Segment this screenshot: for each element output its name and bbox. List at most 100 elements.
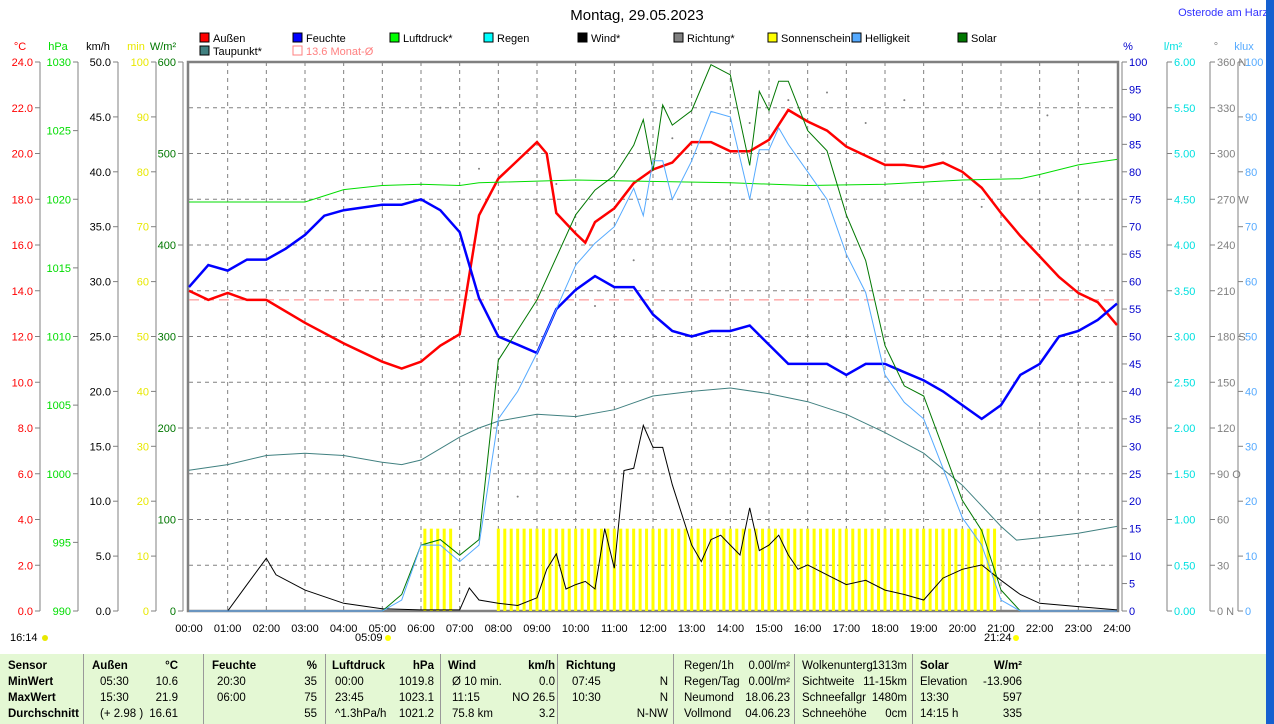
sunshine-bar: [535, 528, 539, 611]
sunshine-bar: [844, 528, 848, 611]
table-cell: ^1.3hPa/h: [335, 708, 387, 720]
sunshine-bar: [503, 528, 507, 611]
sunshine-bar: [612, 528, 616, 611]
axis-tick-label: 4.0: [18, 515, 33, 527]
x-tick-label: 00:00: [175, 623, 203, 635]
axis-tick-label: 12.0: [12, 332, 33, 344]
legend-item: Luftdruck*: [403, 33, 453, 45]
axis-tick-label: 20: [1245, 496, 1257, 508]
x-tick-label: 24:00: [1103, 623, 1131, 635]
direction-point: [1046, 114, 1049, 117]
sunshine-bar: [690, 528, 694, 611]
axis-tick-label: 80: [1245, 167, 1257, 179]
axis-tick-label: 300: [158, 332, 176, 344]
sunshine-bar: [722, 528, 726, 611]
axis-tick-label: 1010: [47, 332, 71, 344]
axis-tick-label: 0.50: [1174, 560, 1195, 572]
axis-tick-label: 50.0: [90, 57, 111, 69]
series-solar: [189, 64, 1117, 612]
legend-swatch: [851, 32, 862, 43]
direction-point: [980, 205, 983, 208]
sun-icon: [42, 635, 48, 641]
row-label: Durchschnitt: [8, 708, 79, 720]
axis-tick-label: 40: [1245, 386, 1257, 398]
axis-tick-label: 10: [1129, 551, 1141, 563]
legend-swatch: [292, 45, 303, 56]
column-divider: [794, 654, 795, 724]
sunshine-bar: [825, 528, 829, 611]
table-cell: 75.8 km: [452, 708, 493, 720]
axis-tick-label: 75: [1129, 194, 1141, 206]
chart-title: Montag, 29.05.2023: [570, 7, 703, 24]
rain-moon-label: Vollmond: [684, 708, 732, 720]
column-divider: [673, 654, 674, 724]
sunshine-bar: [806, 528, 810, 611]
axis-tick-label: 330: [1217, 103, 1235, 115]
sunshine-bar: [896, 528, 900, 611]
axis-unit: min: [127, 41, 145, 53]
sunshine-bar: [541, 528, 545, 611]
table-cell: N: [659, 692, 668, 704]
sunshine-bar: [516, 528, 520, 611]
column-divider: [557, 654, 558, 724]
axis-unit: hPa: [48, 41, 68, 53]
direction-point: [826, 91, 828, 94]
axis-tick-label: 24.0: [12, 57, 33, 69]
table-cell: N: [659, 676, 668, 688]
direction-point: [942, 152, 944, 155]
axis-unit: klux: [1234, 41, 1254, 53]
axis-tick-label: 40.0: [90, 167, 111, 179]
weather-label: Schneehöhe: [802, 708, 867, 720]
axis-tick-label: 5.0: [96, 551, 111, 563]
axis-tick-label: 6.0: [18, 469, 33, 481]
sunshine-bar: [593, 528, 597, 611]
x-tick-label: 10:00: [562, 623, 590, 635]
sun-info-time: 16:14: [10, 632, 38, 644]
x-tick-label: 06:00: [407, 623, 435, 635]
table-cell: 10.6: [155, 676, 178, 688]
sunshine-bar: [799, 528, 803, 611]
sunshine-bar: [442, 528, 446, 611]
sunshine-bar: [973, 528, 977, 611]
axis-tick-label: 20: [137, 496, 149, 508]
table-cell: 00:00: [335, 676, 364, 688]
legend-swatch: [577, 32, 588, 43]
direction-point: [632, 259, 635, 262]
axis-tick-label: 5.00: [1174, 149, 1195, 161]
axis-tick-label: 90: [1129, 112, 1141, 124]
x-tick-label: 09:00: [523, 623, 551, 635]
sunshine-bar: [670, 528, 674, 611]
stats-table: Sensor Außen °C Feuchte% Luftdruck hPa Wind km/…: [0, 654, 1266, 724]
sunshine-bar: [449, 528, 453, 611]
sunshine-bar: [580, 528, 584, 611]
sunshine-bar: [902, 528, 906, 611]
solar-label: Elevation: [920, 676, 968, 688]
x-tick-label: 20:00: [949, 623, 977, 635]
axis-tick-label: 0: [170, 606, 176, 618]
location-link[interactable]: Osterode am Harz: [1178, 7, 1266, 19]
axis-unit: km/h: [86, 41, 110, 53]
x-tick-label: 05:00: [369, 623, 397, 635]
series-außen: [188, 108, 1118, 370]
axis-unit: °: [1214, 41, 1218, 53]
axis-tick-label: 20.0: [12, 149, 33, 161]
table-header: Richtung: [566, 660, 616, 672]
legend-item: Wind*: [591, 33, 621, 45]
sunshine-bar: [683, 528, 687, 611]
solar-value: 335: [1002, 708, 1022, 720]
column-divider: [83, 654, 84, 724]
axis-tick-label: 60: [137, 277, 149, 289]
sunshine-bar: [561, 528, 565, 611]
sunshine-bar: [548, 528, 552, 611]
axis-tick-label: 10.0: [90, 496, 111, 508]
x-tick-label: 04:00: [330, 623, 358, 635]
x-tick-label: 14:00: [717, 623, 745, 635]
axis-tick-label: 2.00: [1174, 423, 1195, 435]
table-header: °C: [165, 660, 178, 672]
legend-item: Richtung*: [687, 33, 735, 45]
axis-tick-label: 18.0: [12, 194, 33, 206]
table-cell: 15:30: [100, 692, 129, 704]
axis-tick-label: 0.0: [96, 606, 111, 618]
axis-tick-label: 20.0: [90, 386, 111, 398]
table-cell: 05:30: [100, 676, 129, 688]
